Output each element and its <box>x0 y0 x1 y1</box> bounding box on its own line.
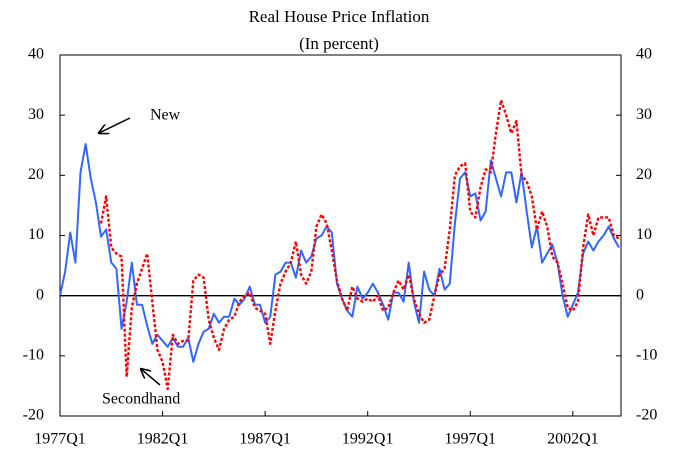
chart-subtitle: (In percent) <box>299 34 379 53</box>
x-tick-label: 1977Q1 <box>34 431 86 448</box>
y2-tick-label: 20 <box>636 166 652 183</box>
y2-tick-label: 0 <box>636 286 644 303</box>
y2-tick-label: 30 <box>636 106 652 123</box>
x-tick-label: 1992Q1 <box>342 431 394 448</box>
x-tick-label: 1987Q1 <box>239 431 291 448</box>
y-tick-label: 20 <box>28 166 44 183</box>
y2-tick-label: -10 <box>636 347 657 364</box>
y-tick-label: -10 <box>23 347 44 364</box>
y-tick-label: 0 <box>36 286 44 303</box>
annotation: New <box>150 107 181 124</box>
y-tick-label: 10 <box>28 226 44 243</box>
plot-frame <box>59 54 622 417</box>
annotation-arrow <box>141 369 161 386</box>
y2-tick-label: -20 <box>636 407 657 424</box>
chart-title: Real House Price Inflation <box>249 7 430 26</box>
y2-tick-label: 10 <box>636 226 652 243</box>
series-line <box>99 98 620 391</box>
x-tick-label: 1997Q1 <box>444 431 496 448</box>
x-tick-label: 1982Q1 <box>137 431 189 448</box>
plot <box>59 98 621 391</box>
y-tick-label: 30 <box>28 106 44 123</box>
annotation-arrow <box>99 117 131 133</box>
y-tick-label: -20 <box>23 407 44 424</box>
y-tick-label: 40 <box>28 46 44 63</box>
x-tick-label: 2002Q1 <box>547 431 599 448</box>
series-line <box>59 143 620 363</box>
annotation: Secondhand <box>102 391 180 408</box>
y2-tick-label: 40 <box>636 46 652 63</box>
